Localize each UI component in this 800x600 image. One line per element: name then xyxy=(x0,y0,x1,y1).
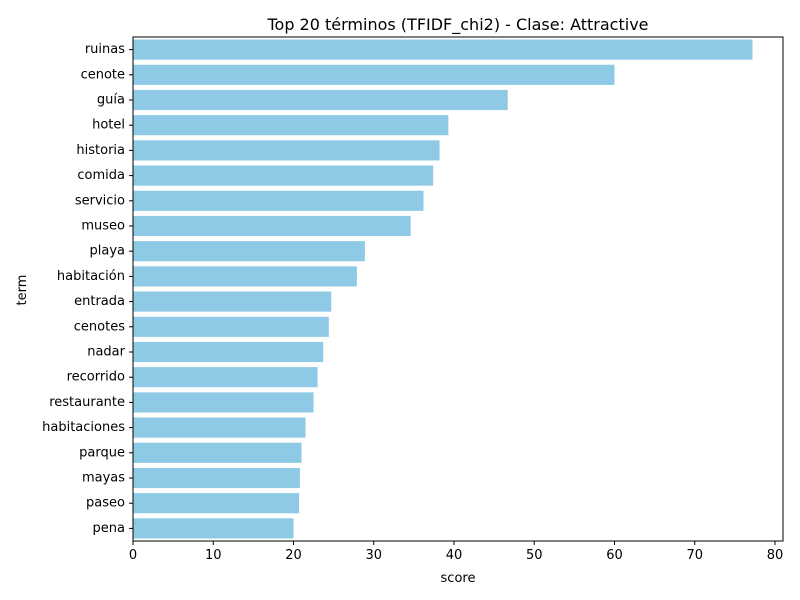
y-tick-label: restaurante xyxy=(49,395,125,410)
y-tick-label: mayas xyxy=(82,471,125,486)
y-tick-label: habitaciones xyxy=(42,420,125,435)
y-tick-label: habitación xyxy=(57,269,125,284)
y-tick-label: guía xyxy=(97,93,125,108)
chart-title: Top 20 términos (TFIDF_chi2) - Clase: At… xyxy=(266,15,648,35)
x-tick-label: 70 xyxy=(686,548,703,563)
y-tick-label: entrada xyxy=(74,294,125,309)
bar-nadar xyxy=(133,341,324,363)
bar-hotel xyxy=(133,115,449,136)
y-tick-label: historia xyxy=(76,143,125,158)
x-tick-label: 30 xyxy=(365,548,382,563)
bar-historia xyxy=(133,140,440,161)
plot-frame xyxy=(132,36,784,542)
bar-playa xyxy=(133,241,365,262)
bar-recorrido xyxy=(133,367,318,388)
bar-ruinas xyxy=(133,39,753,60)
x-tick-label: 50 xyxy=(526,548,543,563)
bar-cenote xyxy=(133,64,615,85)
x-axis-title: score xyxy=(441,571,476,586)
y-tick-label: hotel xyxy=(92,118,125,133)
y-tick-label: playa xyxy=(90,244,126,259)
x-tick-label: 10 xyxy=(205,548,222,563)
x-tick-label: 80 xyxy=(767,548,784,563)
bar-museo xyxy=(133,215,411,237)
y-tick-label: comida xyxy=(77,168,125,183)
x-tick-label: 60 xyxy=(606,548,623,563)
y-tick-label: museo xyxy=(81,219,125,234)
x-tick-label: 40 xyxy=(446,548,463,563)
y-tick-label: cenotes xyxy=(74,319,125,334)
y-tick-label: cenote xyxy=(81,67,125,82)
bar-pena xyxy=(133,518,294,539)
bars-group xyxy=(133,39,753,539)
y-tick-label: ruinas xyxy=(85,42,125,57)
bar-paseo xyxy=(133,493,300,514)
y-tick-label: pena xyxy=(93,521,125,536)
bar-comida xyxy=(133,165,434,186)
bar-restaurante xyxy=(133,392,314,413)
y-axis-ticks: ruinas cenote guía hotel historia comida servi… xyxy=(42,42,133,536)
bar-mayas xyxy=(133,467,300,489)
y-tick-label: recorrido xyxy=(67,370,125,385)
bar-servicio xyxy=(133,190,424,211)
bar-entrada xyxy=(133,291,332,312)
x-axis-ticks: 0 10 20 30 40 50 60 70 80 xyxy=(129,541,783,563)
x-tick-label: 20 xyxy=(285,548,302,563)
y-tick-label: parque xyxy=(79,445,125,460)
bar-parque xyxy=(133,442,302,463)
y-tick-label: nadar xyxy=(87,345,125,360)
bar-habitaciones xyxy=(133,417,306,438)
bar-habitación xyxy=(133,266,357,287)
bar-guía xyxy=(133,89,508,111)
x-tick-label: 0 xyxy=(129,548,137,563)
y-axis-title: term xyxy=(15,275,30,306)
bar-cenotes xyxy=(133,316,329,337)
y-tick-label: paseo xyxy=(86,496,125,511)
y-tick-label: servicio xyxy=(75,193,125,208)
